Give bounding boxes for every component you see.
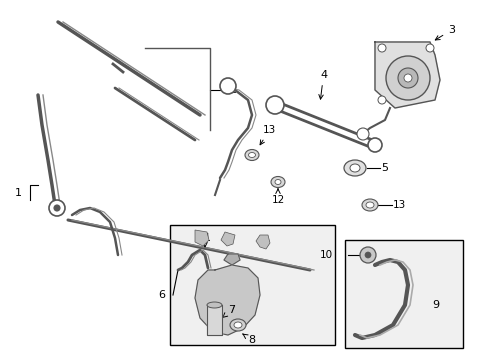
Circle shape (49, 200, 65, 216)
Ellipse shape (350, 164, 360, 172)
Circle shape (365, 252, 371, 258)
Ellipse shape (245, 149, 259, 161)
Circle shape (378, 96, 386, 104)
Ellipse shape (248, 153, 255, 158)
Polygon shape (195, 230, 209, 246)
Text: 11: 11 (198, 233, 212, 247)
Text: 8: 8 (243, 334, 255, 345)
Text: 4: 4 (319, 70, 327, 99)
Polygon shape (221, 232, 235, 246)
Circle shape (426, 44, 434, 52)
Bar (170, 225, 335, 345)
Text: 13: 13 (393, 200, 406, 210)
Text: 6: 6 (158, 290, 165, 300)
Text: 10: 10 (320, 250, 333, 260)
Text: 7: 7 (223, 305, 235, 318)
Text: 12: 12 (271, 189, 285, 205)
Circle shape (357, 128, 369, 140)
Bar (345, 240, 463, 348)
Circle shape (266, 96, 284, 114)
Text: 3: 3 (435, 25, 455, 40)
Text: 2: 2 (229, 85, 236, 95)
Ellipse shape (344, 160, 366, 176)
Polygon shape (195, 265, 260, 335)
Polygon shape (207, 305, 222, 335)
Circle shape (220, 78, 236, 94)
Polygon shape (375, 42, 440, 108)
Text: 9: 9 (432, 300, 439, 310)
Ellipse shape (271, 176, 285, 188)
Polygon shape (224, 254, 240, 265)
Circle shape (398, 68, 418, 88)
Ellipse shape (207, 302, 222, 308)
Circle shape (368, 138, 382, 152)
Circle shape (404, 74, 412, 82)
Ellipse shape (275, 180, 281, 185)
Text: 13: 13 (260, 125, 276, 145)
Text: 1: 1 (15, 188, 22, 198)
Circle shape (54, 205, 60, 211)
Circle shape (386, 56, 430, 100)
Ellipse shape (234, 322, 242, 328)
Text: 5: 5 (381, 163, 388, 173)
Ellipse shape (362, 199, 378, 211)
Ellipse shape (366, 202, 374, 208)
Polygon shape (256, 235, 270, 249)
Circle shape (378, 44, 386, 52)
Ellipse shape (230, 319, 246, 331)
Circle shape (360, 247, 376, 263)
